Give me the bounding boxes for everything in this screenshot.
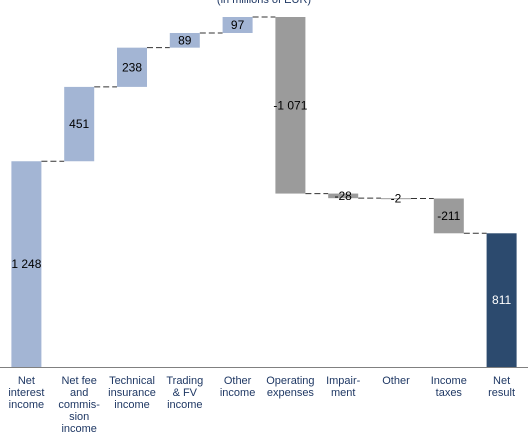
bar-increase xyxy=(117,47,147,87)
value-label: 89 xyxy=(178,33,192,47)
category-label: Other income xyxy=(220,375,255,399)
bars: 1 248 451 238 89 97 -1 071 -28 -2 -211 811 xyxy=(11,17,517,367)
bar-decrease xyxy=(328,193,359,199)
category-label: Trading & FV income xyxy=(166,375,203,411)
value-label: 451 xyxy=(69,117,89,131)
value-label: 1 248 xyxy=(11,257,41,271)
bar-decrease xyxy=(275,17,306,194)
bar-decrease xyxy=(381,198,411,200)
value-label: -28 xyxy=(335,189,353,203)
bar-total xyxy=(486,233,517,367)
value-label: -211 xyxy=(437,209,460,223)
bar-decrease xyxy=(433,198,464,234)
category-label: Technical insurance income xyxy=(108,375,156,411)
category-label: Operating expenses xyxy=(266,375,314,399)
value-label: -2 xyxy=(391,191,402,205)
category-labels: Net interest income Net fee and commis-sion in… xyxy=(8,375,515,435)
connector-lines xyxy=(41,16,487,234)
value-label: 811 xyxy=(492,293,511,307)
bar-increase xyxy=(64,86,95,162)
category-label: Net result xyxy=(488,375,515,399)
value-label: -1 071 xyxy=(273,98,307,112)
bar-increase xyxy=(11,161,42,367)
value-label: 97 xyxy=(231,18,245,32)
category-label: Income taxes xyxy=(431,375,467,399)
category-label: Net interest income xyxy=(8,375,44,411)
bar-increase xyxy=(169,32,200,48)
category-label: Impair-ment xyxy=(326,375,361,399)
category-label: Net fee and commis-sion income xyxy=(58,375,100,435)
value-label: 238 xyxy=(122,60,142,74)
chart-subtitle: (in millions of EUR) xyxy=(217,0,311,6)
category-label: Other xyxy=(382,375,410,387)
bar-increase xyxy=(222,17,253,33)
